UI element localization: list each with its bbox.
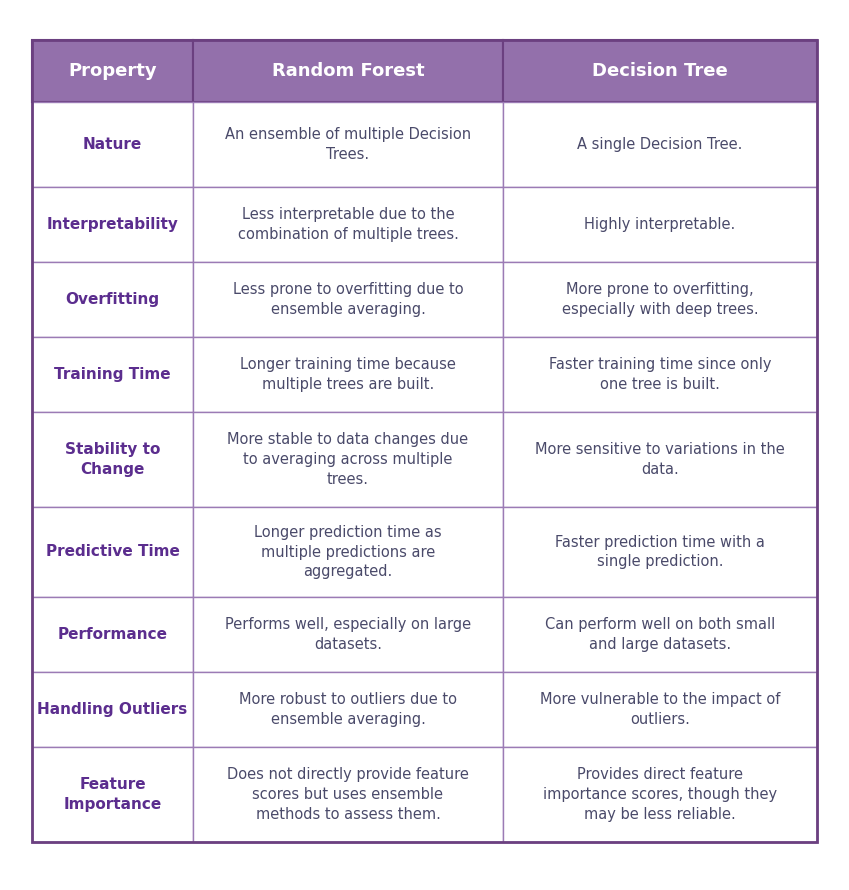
Text: Provides direct feature
importance scores, though they
may be less reliable.: Provides direct feature importance score… (543, 767, 777, 821)
Bar (503, 40, 817, 102)
Bar (32, 187, 193, 262)
Text: A single Decision Tree.: A single Decision Tree. (577, 137, 743, 152)
Text: Property: Property (68, 62, 157, 80)
Bar (32, 672, 193, 747)
Text: More sensitive to variations in the
data.: More sensitive to variations in the data… (535, 442, 784, 477)
Text: Less prone to overfitting due to
ensemble averaging.: Less prone to overfitting due to ensembl… (233, 282, 464, 317)
Text: Longer prediction time as
multiple predictions are
aggregated.: Longer prediction time as multiple predi… (254, 525, 441, 579)
Text: Decision Tree: Decision Tree (592, 62, 728, 80)
Bar (193, 747, 503, 842)
Text: Stability to
Change: Stability to Change (65, 442, 160, 477)
Text: Longer training time because
multiple trees are built.: Longer training time because multiple tr… (240, 357, 456, 392)
Bar (32, 40, 193, 102)
Bar (193, 672, 503, 747)
Text: Less interpretable due to the
combination of multiple trees.: Less interpretable due to the combinatio… (238, 207, 458, 242)
Bar (193, 337, 503, 412)
Bar (503, 597, 817, 672)
Text: More vulnerable to the impact of
outliers.: More vulnerable to the impact of outlier… (540, 692, 780, 727)
Bar (193, 597, 503, 672)
Bar (193, 40, 503, 102)
Text: Training Time: Training Time (54, 367, 171, 382)
Text: Can perform well on both small
and large datasets.: Can perform well on both small and large… (545, 617, 775, 651)
Text: An ensemble of multiple Decision
Trees.: An ensemble of multiple Decision Trees. (225, 127, 471, 162)
Text: Performs well, especially on large
datasets.: Performs well, especially on large datas… (225, 617, 471, 651)
Text: Does not directly provide feature
scores but uses ensemble
methods to assess the: Does not directly provide feature scores… (227, 767, 469, 821)
Bar (193, 262, 503, 337)
Bar (32, 102, 193, 187)
Bar (503, 672, 817, 747)
Text: Faster prediction time with a
single prediction.: Faster prediction time with a single pre… (555, 535, 765, 570)
Bar (32, 262, 193, 337)
Text: More prone to overfitting,
especially with deep trees.: More prone to overfitting, especially wi… (562, 282, 758, 317)
Text: Faster training time since only
one tree is built.: Faster training time since only one tree… (548, 357, 771, 392)
Text: Nature: Nature (83, 137, 142, 152)
Text: Interpretability: Interpretability (47, 217, 178, 232)
Text: Performance: Performance (58, 627, 167, 642)
Bar (503, 412, 817, 507)
Bar (32, 337, 193, 412)
Bar (32, 412, 193, 507)
Bar (193, 412, 503, 507)
Bar (32, 507, 193, 597)
Text: Feature
Importance: Feature Importance (64, 777, 161, 812)
Bar (503, 747, 817, 842)
Bar (503, 507, 817, 597)
Text: More stable to data changes due
to averaging across multiple
trees.: More stable to data changes due to avera… (228, 433, 469, 487)
Text: Overfitting: Overfitting (65, 292, 160, 307)
Text: Highly interpretable.: Highly interpretable. (584, 217, 735, 232)
Bar (193, 102, 503, 187)
Text: Random Forest: Random Forest (272, 62, 424, 80)
Text: More robust to outliers due to
ensemble averaging.: More robust to outliers due to ensemble … (239, 692, 457, 727)
Bar (503, 337, 817, 412)
Bar (193, 507, 503, 597)
Bar (32, 747, 193, 842)
Text: Predictive Time: Predictive Time (46, 545, 179, 560)
Text: Handling Outliers: Handling Outliers (37, 702, 188, 717)
Bar (503, 102, 817, 187)
Bar (32, 597, 193, 672)
Bar (503, 187, 817, 262)
Bar (193, 187, 503, 262)
Bar (503, 262, 817, 337)
